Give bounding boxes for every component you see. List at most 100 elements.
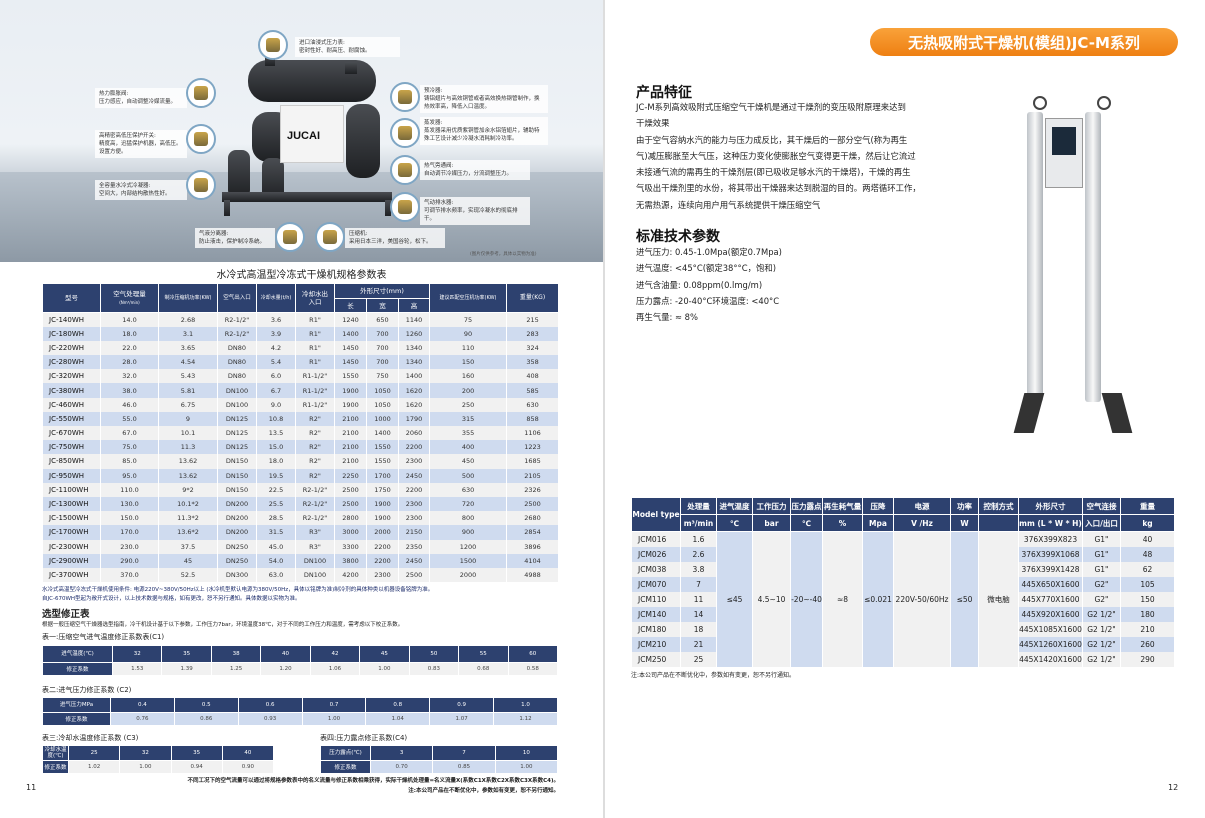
table-cell: 6.0 — [256, 369, 296, 384]
table-cell: 2200 — [397, 482, 431, 497]
table-cell: 283 — [506, 326, 560, 341]
table-cell: DN100 — [295, 553, 335, 568]
table-cell: G1" — [1082, 546, 1121, 562]
row-label: 压力露点(℃) — [320, 745, 371, 761]
table-cell: 67.0 — [100, 426, 159, 441]
correction-row-factor: 修正系数 1.53 1.39 1.25 1.20 1.06 1.00 0.83 0.68 0.58 — [42, 662, 558, 676]
row-label: 修正系数 — [320, 760, 371, 774]
table-cell: 2200 — [366, 539, 399, 554]
model-cell: JCM016 — [631, 531, 681, 547]
input-value: 40 — [260, 645, 311, 663]
model-cell: JCM210 — [631, 636, 681, 652]
component-thumbnail-icon — [390, 118, 420, 148]
table-cell: G2" — [1082, 576, 1121, 592]
shared-spec-cell: ≤0.021 — [862, 531, 894, 667]
col-height: 高 — [397, 298, 431, 313]
table-row: JC-2900WH 290.0 45 DN250 54.0 DN100 3800 2200 24… — [42, 553, 560, 568]
factor-value: 0.58 — [507, 662, 558, 676]
table-row: JC-670WH 67.0 10.1 DN125 13.5 R2" 2100 1400 2060… — [42, 426, 560, 441]
table2-title: 表二:进气压力修正系数 (C2) — [42, 686, 132, 694]
table-cell: DN100 — [295, 567, 335, 583]
table-cell: 4.2 — [256, 340, 296, 356]
table-cell: 260 — [1120, 636, 1175, 652]
table-cell: R1-1/2" — [295, 369, 335, 384]
callout-title: 蒸发器: — [424, 120, 443, 126]
input-value: 0.6 — [237, 697, 303, 713]
table-cell: 1620 — [397, 397, 431, 412]
input-value: 0.4 — [110, 697, 175, 713]
callout-desc: 防止液击，保护制冷系统。 — [199, 239, 266, 245]
table-row: JC-220WH 22.0 3.65 DN80 4.2 R1" 1450 700 1340 110… — [42, 340, 560, 356]
row-label: 进气压力MPa — [42, 697, 111, 713]
col-unit — [978, 514, 1019, 532]
table-row: JC-950WH 95.0 13.62 DN150 19.5 R2" 2250 1700 245… — [42, 468, 560, 483]
callout-desc: 铸铝翅片与高效铜管或者高效换热钢管制作，换热效率高，降低入口温度。 — [424, 96, 540, 110]
row-label: 修正系数 — [42, 662, 113, 676]
model-cell: JCM250 — [631, 651, 681, 667]
table-row: JC-3700WH 370.0 52.5 DN300 63.0 DN100 4200 2300… — [42, 567, 560, 583]
table-row: JC-1700WH 170.0 13.6*2 DN200 31.5 R3" 3000 2000… — [42, 525, 560, 540]
table-cell: 2300 — [366, 567, 399, 583]
table-cell: 1450 — [334, 355, 367, 370]
row-label: 修正系数 — [42, 760, 69, 774]
table-cell: 700 — [366, 326, 399, 341]
callout-title: 高精密高低压保护开关: — [99, 133, 156, 139]
table-cell: 355 — [429, 426, 508, 441]
table-cell: 376X399X1068 — [1018, 546, 1083, 562]
table-cell: 2200 — [397, 440, 431, 455]
table-cell: 95.0 — [100, 468, 159, 483]
input-value: 25 — [67, 745, 121, 761]
table-cell: R1-1/2" — [295, 397, 335, 412]
flow-cell: 21 — [680, 636, 717, 652]
factor-value: 1.39 — [161, 662, 212, 676]
table-row: JCM180 18 445X1085X1600 G2 1/2" 210 — [631, 621, 1175, 637]
table-cell: 445X920X1600 — [1018, 606, 1083, 622]
table-cell: 37.5 — [158, 539, 218, 554]
table-cell: 75 — [429, 312, 508, 327]
table-cell: 650 — [366, 312, 399, 327]
col-header: 工作压力 — [752, 497, 791, 515]
series-title: 无热吸附式干燥机(模组)JC-M系列 — [870, 28, 1178, 56]
vertical-tank — [346, 104, 380, 178]
table-cell: 63.0 — [256, 567, 296, 583]
col-header: 重量 — [1120, 497, 1175, 515]
component-icon — [322, 229, 338, 245]
table-cell: 900 — [429, 525, 508, 540]
table-cell: 800 — [429, 511, 508, 526]
table-cell: 3.65 — [158, 340, 218, 356]
table-cell: 1685 — [506, 454, 560, 469]
component-icon — [397, 199, 413, 215]
brand-logo: JUCAI — [287, 130, 321, 142]
table-cell: DN125 — [217, 411, 257, 426]
table-cell: 720 — [429, 496, 508, 512]
table-cell: 1050 — [366, 383, 399, 398]
table-cell: G2 1/2" — [1082, 636, 1121, 652]
table-cell: 1340 — [397, 340, 431, 356]
col-header: 进气温度 — [716, 497, 753, 515]
table-cell: 2300 — [397, 496, 431, 512]
page-number-left: 11 — [26, 783, 37, 792]
table-cell: G2 1/2" — [1082, 621, 1121, 637]
table-cell: R2" — [295, 411, 335, 426]
callout-desc: 自动调节冷媒压力，分流调整压力。 — [424, 171, 513, 177]
table-cell: 376X399X823 — [1018, 531, 1083, 547]
callout-box: 热力膨胀阀: 压力感应，自动调整冷媒流量。 — [95, 88, 187, 108]
table-cell: G2 1/2" — [1082, 606, 1121, 622]
factor-value: 0.68 — [458, 662, 509, 676]
table-cell: 180 — [1120, 606, 1175, 622]
component-icon — [193, 131, 209, 147]
component-thumbnail-icon — [390, 155, 420, 185]
callout-title: 气液分离器: — [199, 231, 229, 237]
table-cell: 2350 — [397, 539, 431, 554]
callout-title: 进口油浸式压力表: — [299, 40, 345, 46]
table-cell: 450 — [429, 454, 508, 469]
col-length: 长 — [334, 298, 367, 313]
table-cell: 1260 — [397, 326, 431, 341]
col-unit: ℃ — [716, 514, 753, 532]
input-value: 35 — [170, 745, 223, 761]
table-cell: DN100 — [217, 383, 257, 398]
table-cell: 1900 — [366, 511, 399, 526]
factor-value: 0.90 — [221, 760, 275, 774]
table-cell: R2" — [295, 454, 335, 469]
factor-value: 0.70 — [369, 760, 434, 774]
